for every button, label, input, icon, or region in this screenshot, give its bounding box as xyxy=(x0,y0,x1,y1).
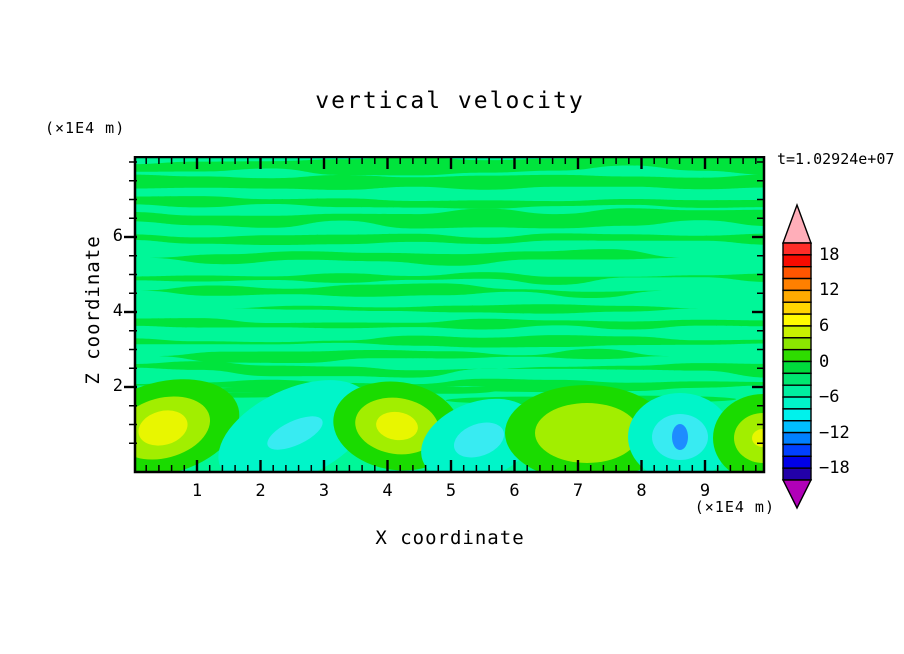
time-annotation: t=1.02924e+07 xyxy=(777,150,895,168)
cell-layer-blue xyxy=(672,424,688,450)
colorbar-box xyxy=(782,384,812,398)
colorbar-box xyxy=(782,348,812,363)
cell-layer-yellow xyxy=(752,429,764,447)
stripe-band xyxy=(135,233,764,245)
stripe-band xyxy=(135,157,764,176)
stripe-band xyxy=(135,335,764,348)
colorbar-tick-label: 12 xyxy=(819,280,840,301)
z-tick-label: 2 xyxy=(112,376,123,396)
colorbar-box xyxy=(782,277,812,292)
colorbar-box xyxy=(782,372,812,386)
cell-updraft xyxy=(713,394,764,472)
colorbar-box xyxy=(782,396,812,410)
stripe-band xyxy=(135,196,764,209)
x-tick-label: 6 xyxy=(509,481,520,501)
stripe-band xyxy=(135,272,764,285)
colorbar-box xyxy=(782,313,812,327)
stripe-band xyxy=(135,361,764,378)
colorbar-box xyxy=(782,242,812,256)
x-tick-label: 1 xyxy=(191,481,203,501)
plot-frame xyxy=(133,156,766,474)
cell-downdraft xyxy=(218,380,372,472)
cell-updraft xyxy=(135,379,240,472)
colorbar-over-arrow xyxy=(781,203,813,244)
stripe-band xyxy=(135,174,764,190)
colorbar-box xyxy=(782,443,812,457)
x-tick-label: 9 xyxy=(699,481,711,501)
stripe-band xyxy=(135,208,764,229)
cell-downdraft xyxy=(628,393,732,472)
x-axis-title: X coordinate xyxy=(375,527,525,549)
stripe-band xyxy=(137,283,668,298)
colorbar-under-arrow xyxy=(781,479,813,510)
cell-updraft xyxy=(505,385,669,472)
colorbar-tick-label: −12 xyxy=(819,422,850,443)
colorbar-box xyxy=(782,467,812,481)
z-tick-label: 6 xyxy=(112,226,123,246)
x-tick-label: 3 xyxy=(318,481,330,501)
x-tick-label: 7 xyxy=(572,481,584,501)
colorbar-tick-label: −6 xyxy=(819,387,840,408)
z-tick-label: 4 xyxy=(112,301,123,321)
stripe-speckle xyxy=(194,382,308,389)
colorbar-box xyxy=(782,337,812,351)
x-tick-label: 2 xyxy=(255,481,266,501)
colorbar-tick-label: 0 xyxy=(819,351,830,372)
colorbar-tick-label: 6 xyxy=(819,315,830,336)
colorbar-box xyxy=(782,408,812,422)
stripe-band xyxy=(146,249,686,266)
cell-layer-yellow xyxy=(376,411,418,441)
colorbar-box xyxy=(782,360,812,375)
plot-title: vertical velocity xyxy=(315,88,585,114)
x-tick-label: 4 xyxy=(382,481,393,501)
cell-layer-chartreuse xyxy=(734,413,764,463)
x-axis-unit-label: (×1E4 m) xyxy=(694,498,775,516)
axis-ticks xyxy=(124,158,763,471)
z-axis-unit-label: (×1E4 m) xyxy=(45,119,126,137)
contour-plot xyxy=(124,156,766,474)
cell-layer-yellow xyxy=(138,410,188,446)
colorbar-tick-label: −18 xyxy=(819,458,850,479)
stripe-band xyxy=(135,318,764,330)
colorbar-box xyxy=(782,455,812,469)
colorbar-box xyxy=(782,420,812,434)
colorbar-box xyxy=(782,431,812,446)
stripe-band xyxy=(222,304,705,314)
colorbar-tick-label: 18 xyxy=(819,244,840,265)
colorbar-box xyxy=(782,266,812,280)
colorbar-box xyxy=(782,254,812,268)
colorbar-box xyxy=(782,301,812,315)
x-tick-label: 8 xyxy=(636,481,647,501)
stripe-band xyxy=(152,348,670,363)
colorbar-box xyxy=(782,289,812,303)
x-tick-label: 5 xyxy=(445,481,457,501)
colorbar-box xyxy=(782,325,812,339)
colorbar xyxy=(781,203,813,510)
cell-layer-cyan xyxy=(453,422,505,458)
contour-field xyxy=(135,157,764,472)
cell-layer-cyan xyxy=(267,416,323,450)
cell-layer-chartreuse xyxy=(535,403,639,463)
